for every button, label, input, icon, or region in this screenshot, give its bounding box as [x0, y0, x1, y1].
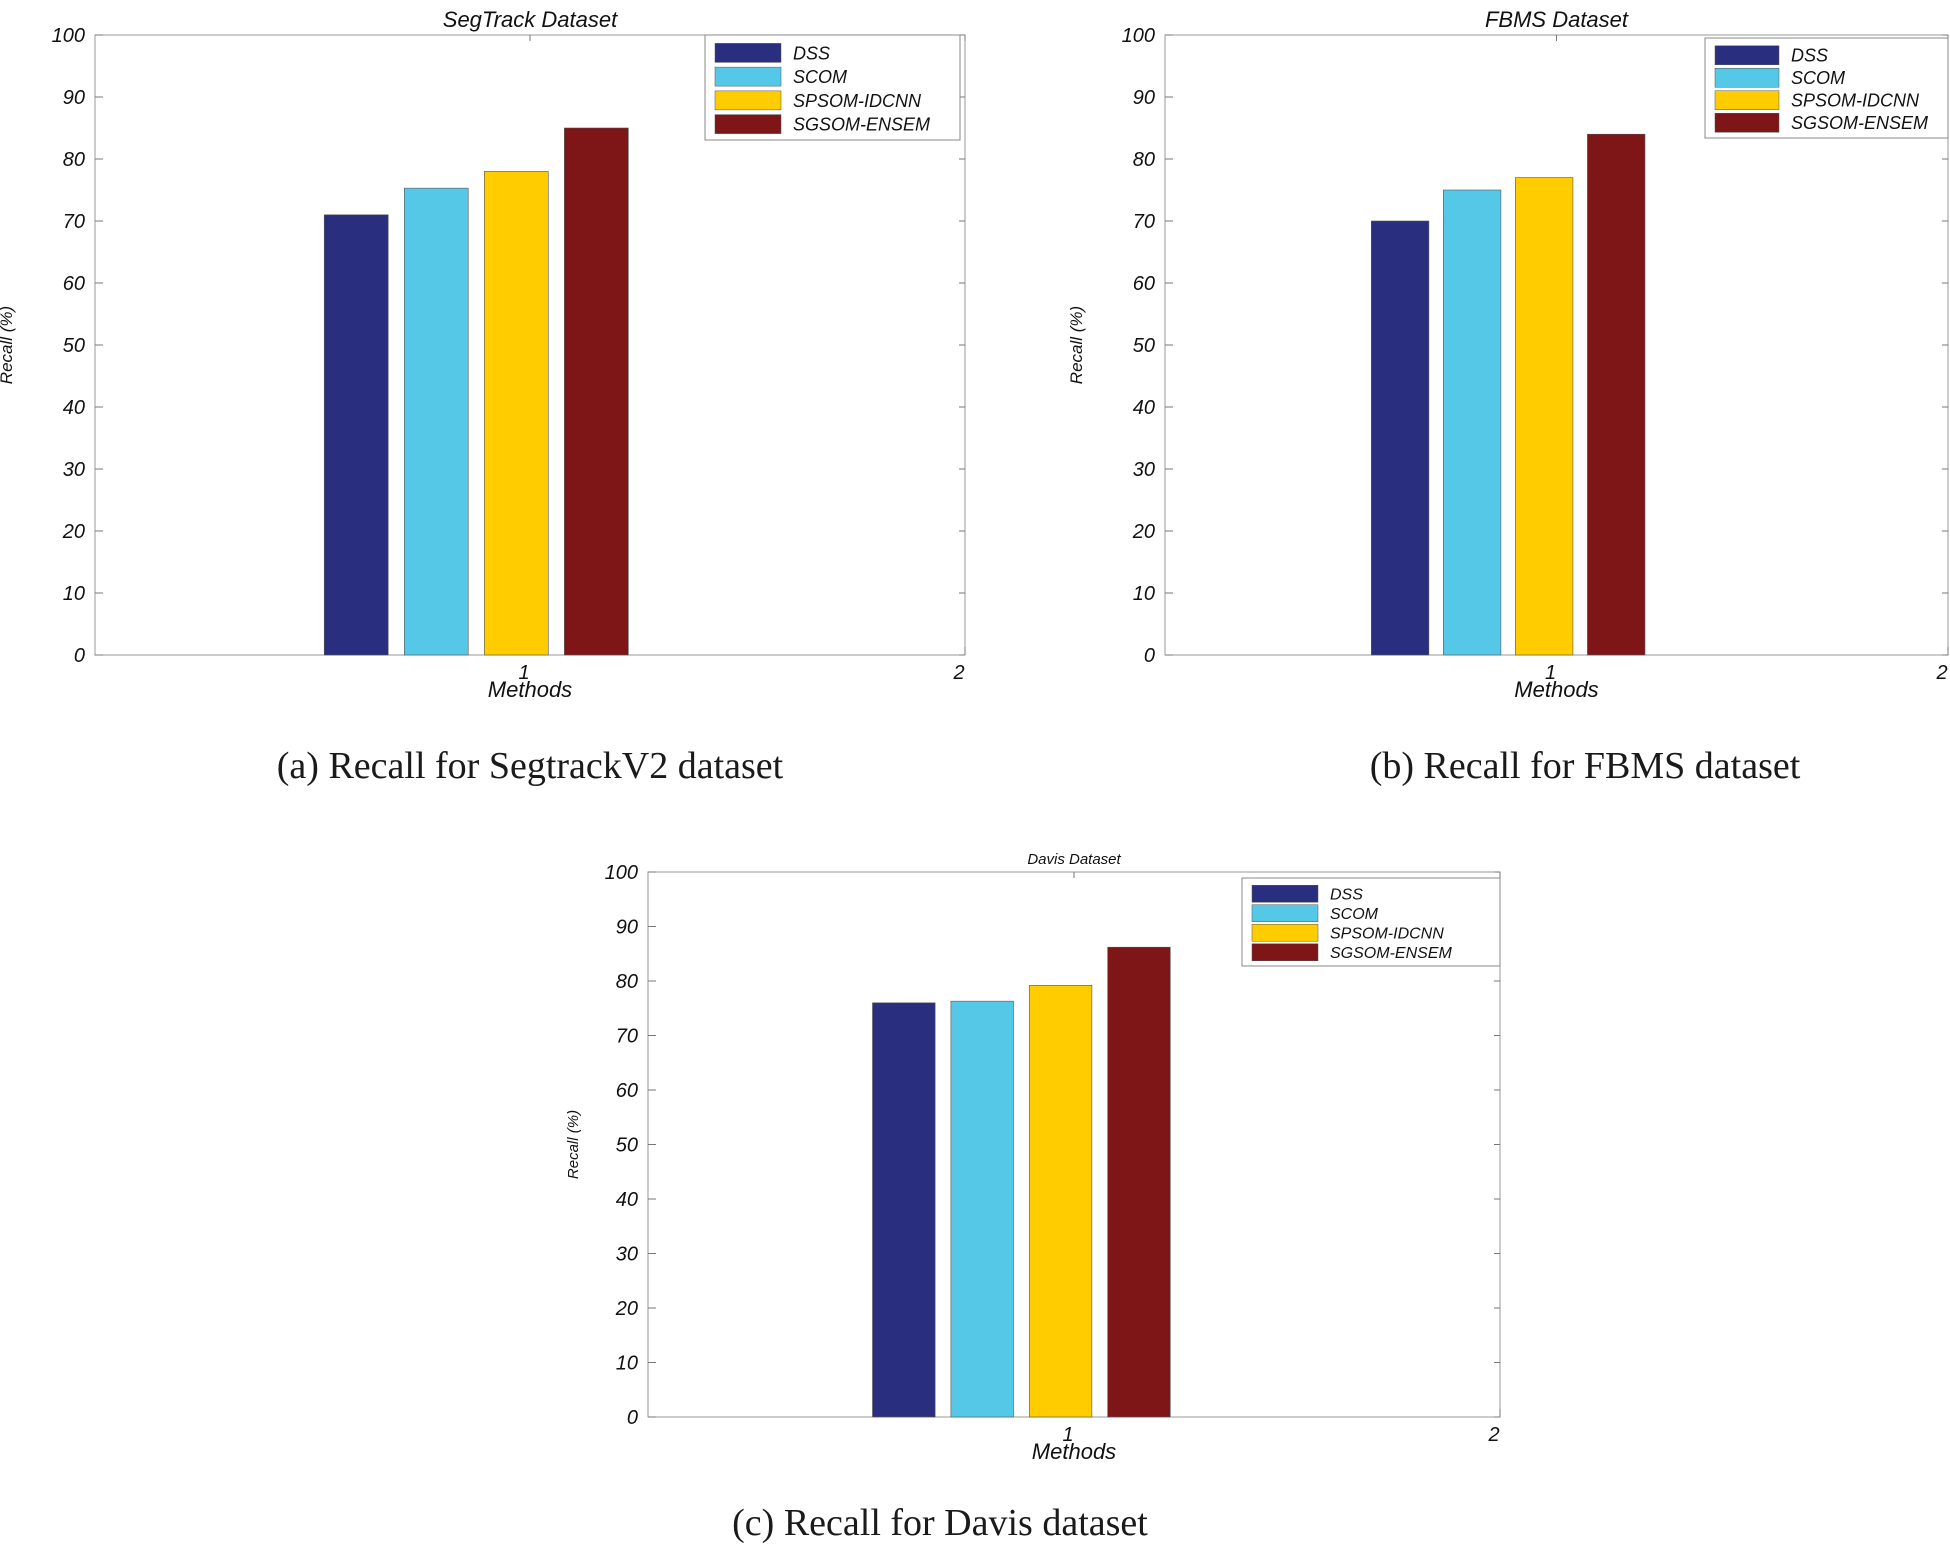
legend-label-scom: SCOM: [1791, 68, 1845, 88]
chart-davis: 0 10 20 30 40 50 60 70 80 90 100 1 2 Davis Dataset Met…: [565, 851, 1501, 1544]
y-axis-label: Recall (%): [565, 1110, 582, 1179]
y-tick-label: 60: [616, 1080, 638, 1102]
y-tick-label: 90: [63, 87, 85, 109]
bar-sgsom-ensem: [564, 127, 629, 656]
y-tick-label: 50: [63, 335, 85, 357]
y-tick-label: 0: [74, 645, 85, 667]
y-tick-label: 100: [1122, 25, 1155, 47]
y-tick-label: 50: [616, 1135, 638, 1157]
x-tick-label: 1: [1545, 662, 1556, 684]
legend-label-spsom-idcnn: SPSOM-IDCNN: [1330, 926, 1444, 943]
bar-scom: [1443, 189, 1502, 656]
y-tick-label: 20: [615, 1298, 638, 1320]
y-tick-label: 100: [605, 862, 638, 884]
bar-scom: [403, 187, 469, 656]
y-tick-label: 30: [1133, 459, 1155, 481]
y-tick-label: 80: [1133, 149, 1155, 171]
y-tick-label: 60: [1133, 273, 1155, 295]
y-tick-label: 40: [616, 1189, 638, 1211]
legend-label-scom: SCOM: [793, 67, 847, 87]
x-tick-label: 2: [1487, 1424, 1499, 1446]
bar-dss: [323, 214, 389, 656]
y-tick-label: 30: [616, 1244, 638, 1266]
y-tick-label: 80: [616, 971, 638, 993]
y-tick-label: 70: [616, 1026, 638, 1048]
y-tick-label: 100: [52, 25, 85, 47]
y-tick-label: 40: [63, 397, 85, 419]
y-tick-label: 20: [62, 521, 85, 543]
bar-dss: [1371, 220, 1430, 656]
legend-swatch-sgsom-ensem: [1714, 113, 1780, 133]
legend: DSS SCOM SPSOM-IDCNN SGSOM-ENSEM: [1241, 877, 1501, 967]
figure-caption: (a) Recall for SegtrackV2 dataset: [277, 745, 784, 787]
legend-label-scom: SCOM: [1330, 906, 1379, 923]
bar-spsom-idcnn: [1515, 177, 1574, 656]
legend-swatch-scom: [714, 66, 782, 87]
y-tick-label: 50: [1133, 335, 1155, 357]
y-tick-label: 80: [63, 149, 85, 171]
legend-swatch-dss: [1251, 885, 1319, 903]
y-tick-label: 30: [63, 459, 85, 481]
y-tick-label: 0: [627, 1407, 638, 1429]
y-tick-label: 10: [616, 1353, 638, 1375]
chart-panel-davis: 0 10 20 30 40 50 60 70 80 90 100 1 2 Davis Dataset Met…: [560, 840, 1520, 1547]
chart-title: Davis Dataset: [1027, 851, 1121, 868]
y-tick-label: 60: [63, 273, 85, 295]
y-tick-label: 10: [63, 583, 85, 605]
y-tick-label: 40: [1133, 397, 1155, 419]
legend-label-dss: DSS: [1330, 887, 1363, 904]
legend-label-sgsom-ensem: SGSOM-ENSEM: [1330, 945, 1452, 962]
y-tick-label: 0: [1144, 645, 1155, 667]
legend-label-sgsom-ensem: SGSOM-ENSEM: [1791, 113, 1928, 133]
chart-title: SegTrack Dataset: [443, 7, 618, 32]
legend-swatch-scom: [1251, 904, 1319, 922]
chart-panel-fbms: 0 10 20 30 40 50 60 70 80 90 100 1 2 FBMS Dataset Meth…: [1040, 0, 1950, 790]
bar-sgsom-ensem: [1587, 133, 1646, 656]
legend-label-sgsom-ensem: SGSOM-ENSEM: [793, 115, 930, 135]
legend-label-spsom-idcnn: SPSOM-IDCNN: [1791, 91, 1920, 111]
y-axis-label: Recall (%): [1067, 306, 1086, 384]
x-tick-label: 2: [1935, 662, 1947, 684]
bar-spsom-idcnn: [1028, 985, 1093, 1418]
x-axis-label: Methods: [488, 677, 572, 702]
y-tick-label: 10: [1133, 583, 1155, 605]
bar-spsom-idcnn: [484, 171, 549, 656]
x-tick-label: 1: [518, 662, 529, 684]
bar-sgsom-ensem: [1107, 946, 1171, 1418]
x-axis-label: Methods: [1514, 677, 1598, 702]
legend-swatch-dss: [1714, 45, 1780, 65]
legend-swatch-scom: [1714, 68, 1780, 88]
legend-swatch-dss: [714, 43, 782, 63]
figure-caption: (c) Recall for Davis dataset: [732, 1502, 1148, 1544]
chart-fbms: 0 10 20 30 40 50 60 70 80 90 100 1 2 FBMS Dataset Meth…: [1067, 7, 1949, 787]
legend-swatch-spsom-idcnn: [1251, 924, 1319, 942]
legend-label-spsom-idcnn: SPSOM-IDCNN: [793, 91, 922, 111]
legend-label-dss: DSS: [793, 43, 830, 63]
x-axis-label: Methods: [1032, 1439, 1116, 1464]
y-tick-label: 20: [1132, 521, 1155, 543]
bar-scom: [950, 1000, 1014, 1418]
x-tick-label: 1: [1062, 1424, 1073, 1446]
legend-label-dss: DSS: [1791, 46, 1828, 66]
legend: DSS SCOM SPSOM-IDCNN SGSOM-ENSEM: [704, 34, 961, 141]
y-tick-label: 90: [1133, 87, 1155, 109]
legend-swatch-spsom-idcnn: [1714, 90, 1780, 110]
legend-swatch-spsom-idcnn: [714, 90, 782, 111]
y-tick-label: 90: [616, 917, 638, 939]
bar-dss: [872, 1002, 936, 1418]
chart-panel-segtrack: 0 10 20 30 40 50 60 70 80 90 100 1 2 SegTrack Dataset…: [0, 0, 975, 790]
legend-swatch-sgsom-ensem: [714, 114, 782, 134]
x-tick-label: 2: [952, 662, 964, 684]
chart-title: FBMS Dataset: [1485, 7, 1629, 32]
y-tick-label: 70: [63, 211, 85, 233]
chart-segtrack: 0 10 20 30 40 50 60 70 80 90 100 1 2 SegTrack Dataset…: [0, 7, 966, 787]
y-axis-label: Recall (%): [0, 306, 16, 384]
y-tick-label: 70: [1133, 211, 1155, 233]
legend-swatch-sgsom-ensem: [1251, 943, 1319, 961]
figure-caption: (b) Recall for FBMS dataset: [1370, 745, 1801, 787]
